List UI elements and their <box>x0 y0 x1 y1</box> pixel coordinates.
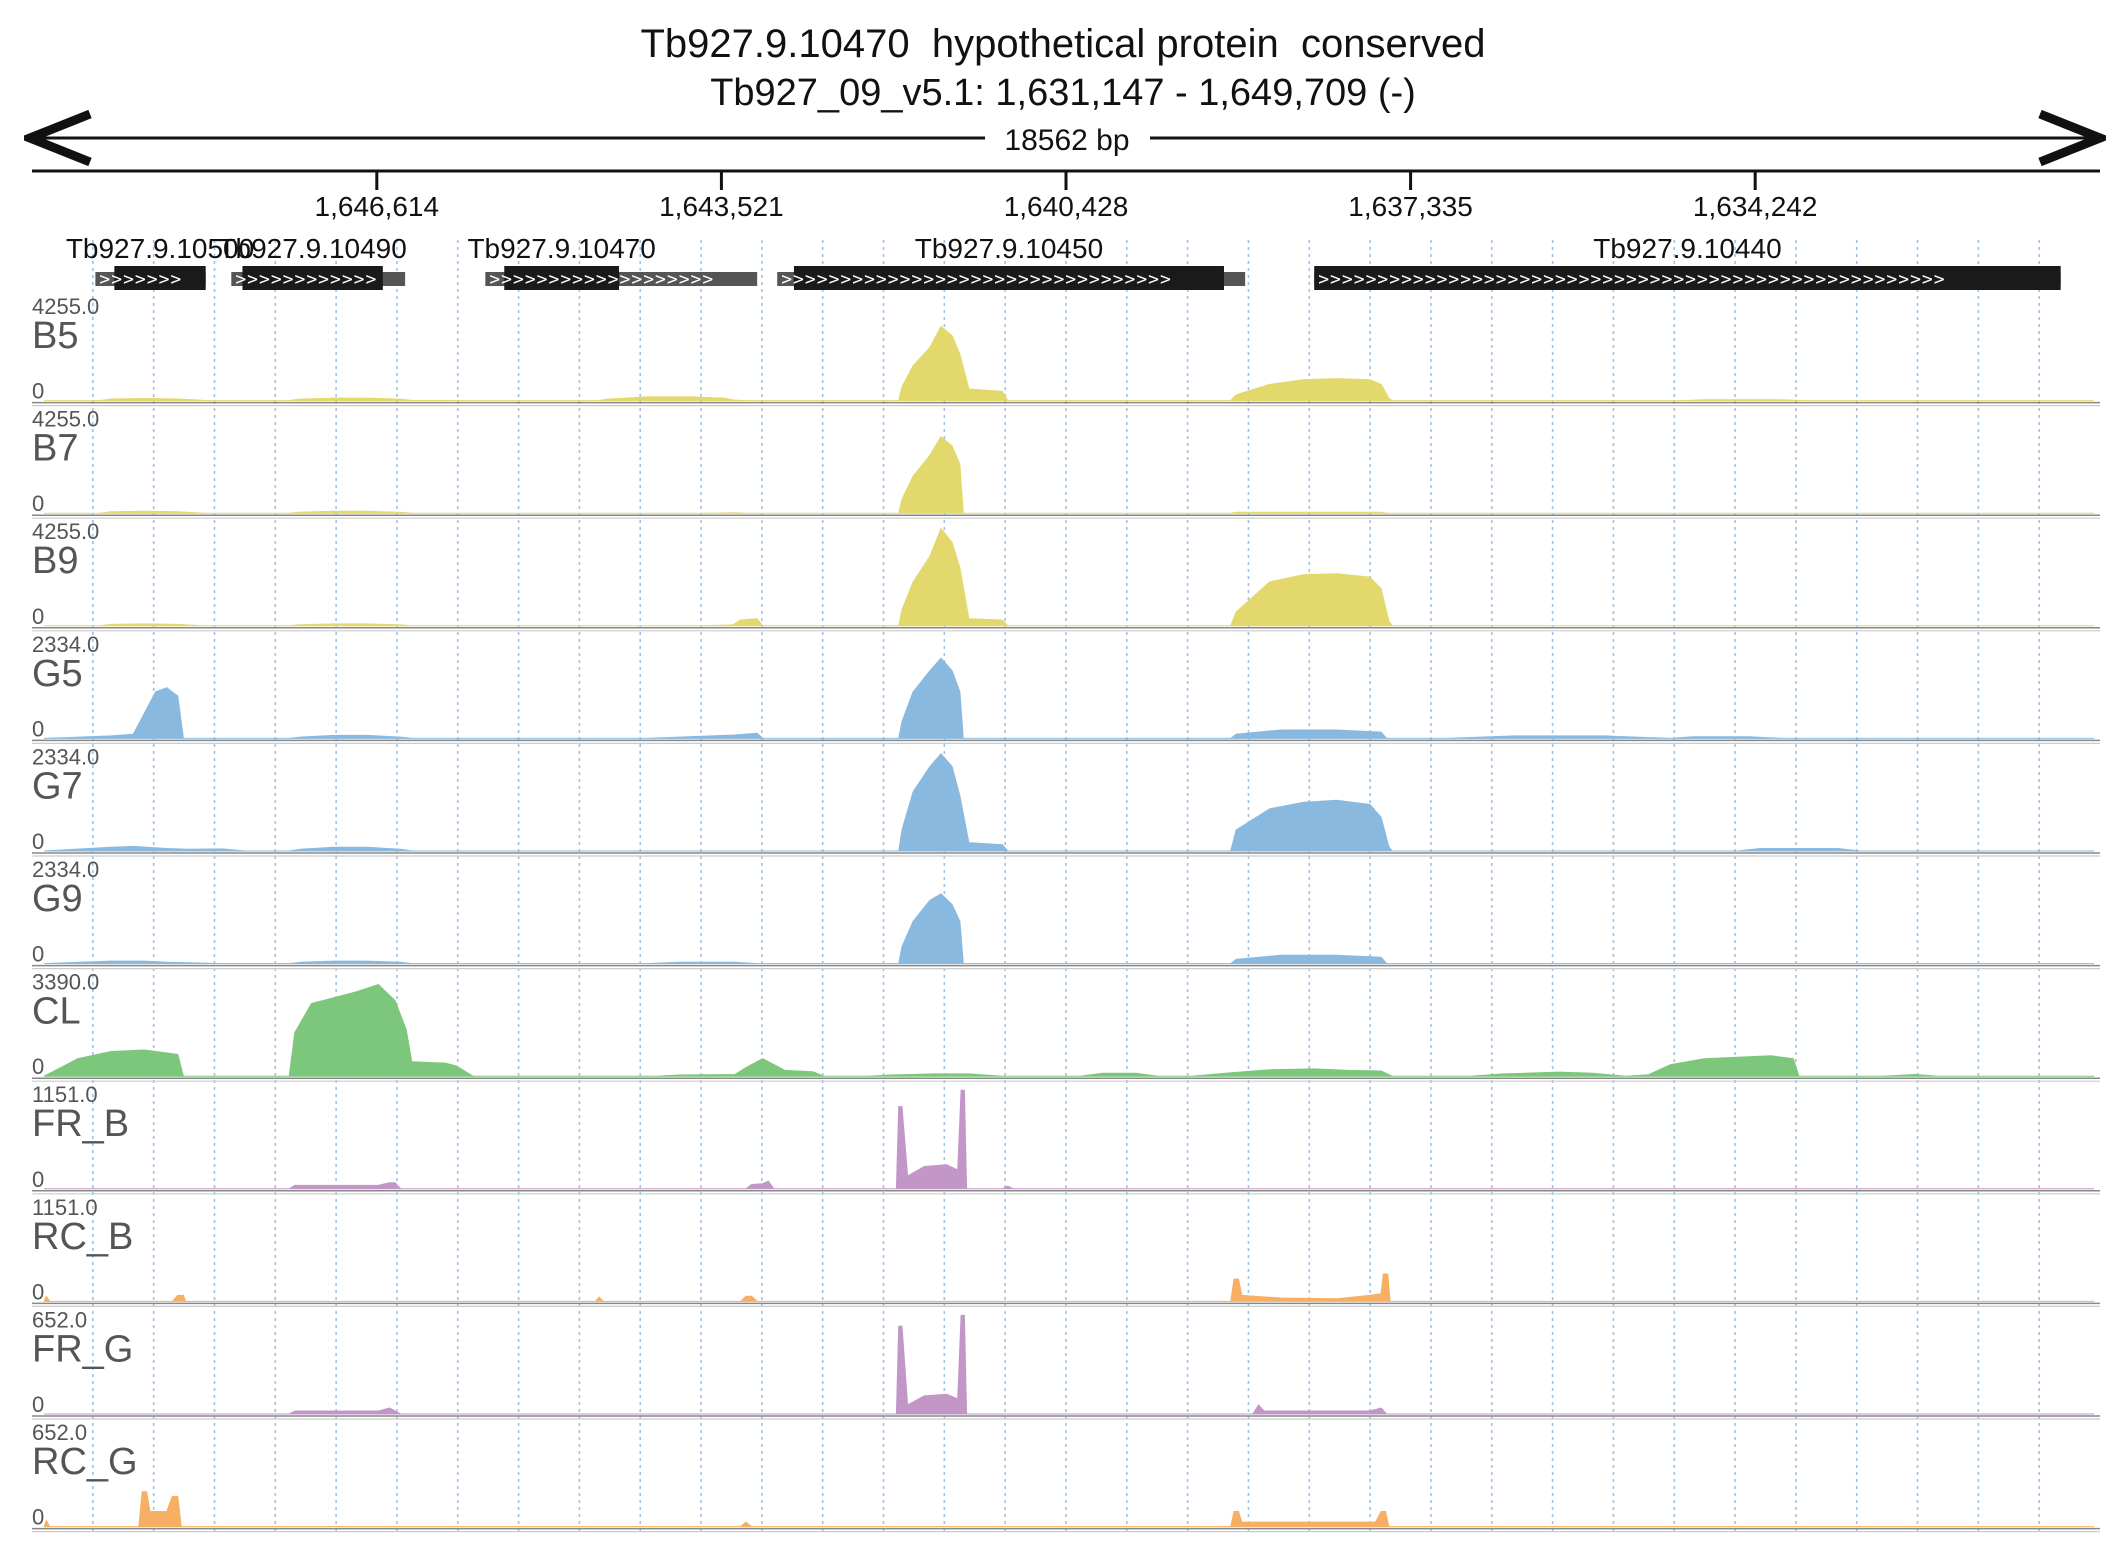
track-zero-label: 0 <box>32 942 44 967</box>
tick-label: 1,637,335 <box>1348 191 1473 222</box>
gene-strand-arrows: >>>>>>>>>>>>>>>>>>>>>>>>>>>>>>>>>>>>>>>>… <box>1318 269 1945 290</box>
track-name-label: G9 <box>32 878 83 920</box>
gene-cds <box>242 266 383 290</box>
track-B5: 4255.0B5 0 <box>32 294 2100 407</box>
coverage-area <box>44 1314 2095 1415</box>
track-FR_G: 652.0FR_G 0 <box>32 1307 2100 1420</box>
span-indicator: 18562 bp <box>30 124 2100 157</box>
track-G5: 2334.0G5 0 <box>32 632 2100 745</box>
track-name-label: G7 <box>32 765 83 807</box>
track-zero-label: 0 <box>32 379 44 404</box>
gene-label: Tb927.9.10450 <box>915 233 1103 264</box>
tick-label: 1,634,242 <box>1693 191 1818 222</box>
gene-Tb927.9.10490: >>>>>>>>>>>> Tb927.9.10490 <box>218 233 407 290</box>
gene-Tb927.9.10440: >>>>>>>>>>>>>>>>>>>>>>>>>>>>>>>>>>>>>>>>… <box>1314 233 2061 290</box>
track-max-label: 4255.0 <box>32 407 99 432</box>
track-name-label: RC_B <box>32 1216 133 1258</box>
coverage-area <box>43 1491 2095 1528</box>
gene-label: Tb927.9.10500 <box>66 233 254 264</box>
gene-track: >>>>>>> Tb927.9.10500 >>>>>>>>>>>> Tb927.9.… <box>66 233 2061 290</box>
coordinate-axis: 1,646,614 1,643,521 1,640,428 1,637,335 1,63… <box>32 169 2100 222</box>
track-max-label: 4255.0 <box>32 294 99 319</box>
track-RC_B: 1151.0RC_B 0 <box>32 1195 2100 1308</box>
track-name-label: FR_G <box>32 1328 133 1370</box>
track-max-label: 2334.0 <box>32 857 99 882</box>
track-max-label: 4255.0 <box>32 519 99 544</box>
track-name-label: G5 <box>32 653 83 695</box>
track-name-label: B9 <box>32 540 78 582</box>
gene-Tb927.9.10450: >>>>>>>>>>>>>>>>>>>>>>>>>>>>>>>>> Tb927.9… <box>777 233 1246 290</box>
coverage-tracks: 4255.0B504255.0B704255.0B902334.0G502334… <box>32 294 2100 1533</box>
gene-label: Tb927.9.10470 <box>467 233 655 264</box>
track-CL: 3390.0CL 0 <box>32 970 2100 1082</box>
track-zero-label: 0 <box>32 1392 44 1417</box>
track-zero-label: 0 <box>32 716 44 741</box>
gene-strand-arrows: >>>>>>> <box>99 269 182 290</box>
track-max-label: 2334.0 <box>32 632 99 657</box>
gene-cds <box>114 266 206 290</box>
gene-strand-arrows: >>>>>>>>>>>> <box>235 269 377 290</box>
track-max-label: 2334.0 <box>32 744 99 769</box>
track-zero-label: 0 <box>32 1054 44 1079</box>
track-RC_G: 652.0RC_G 0 <box>32 1420 2100 1533</box>
track-max-label: 1151.0 <box>32 1195 98 1220</box>
track-zero-label: 0 <box>32 829 44 854</box>
tick-label: 1,643,521 <box>659 191 784 222</box>
coverage-area <box>44 435 2095 514</box>
track-B7: 4255.0B7 0 <box>32 407 2100 519</box>
coverage-area <box>44 893 2095 965</box>
gene-label: Tb927.9.10440 <box>1593 233 1781 264</box>
gene-cds <box>1314 266 2061 290</box>
gene-Tb927.9.10500: >>>>>>> Tb927.9.10500 <box>66 233 254 290</box>
track-name-label: FR_B <box>32 1103 129 1145</box>
track-max-label: 3390.0 <box>32 970 99 995</box>
chart-subtitle: Tb927_09_v5.1: 1,631,147 - 1,649,709 (-) <box>710 72 1416 114</box>
track-zero-label: 0 <box>32 1279 44 1304</box>
coverage-area <box>44 1089 2095 1190</box>
gene-cds <box>793 266 1224 290</box>
gene-label: Tb927.9.10490 <box>218 233 406 264</box>
track-zero-label: 0 <box>32 1505 44 1530</box>
coverage-area <box>43 1273 2095 1302</box>
track-G7: 2334.0G7 0 <box>32 744 2100 857</box>
track-zero-label: 0 <box>32 1167 44 1192</box>
tick-label: 1,640,428 <box>1004 191 1129 222</box>
gene-cds <box>504 266 620 290</box>
coverage-area <box>43 984 2095 1077</box>
tick-label: 1,646,614 <box>315 191 440 222</box>
span-label: 18562 bp <box>1004 124 1129 157</box>
track-name-label: CL <box>32 991 81 1033</box>
track-name-label: B5 <box>32 315 78 357</box>
track-name-label: RC_G <box>32 1441 138 1483</box>
track-max-label: 652.0 <box>32 1420 87 1445</box>
track-zero-label: 0 <box>32 604 44 629</box>
coverage-area <box>44 527 2095 627</box>
gene-Tb927.9.10470: >>>>>>>>>>>>>>>>>>> Tb927.9.10470 <box>467 233 758 290</box>
gridlines <box>92 240 2040 1535</box>
coverage-area <box>44 753 2095 852</box>
track-max-label: 652.0 <box>32 1307 87 1332</box>
gene-strand-arrows: >>>>>>>>>>>>>>>>>>>>>>>>>>>>>>>>> <box>781 269 1172 290</box>
coverage-area <box>44 325 2095 402</box>
track-G9: 2334.0G9 0 <box>32 857 2100 970</box>
chart-title: Tb927.9.10470 hypothetical protein conse… <box>640 22 1486 66</box>
track-FR_B: 1151.0FR_B 0 <box>32 1082 2100 1195</box>
coverage-area <box>44 657 2095 739</box>
track-max-label: 1151.0 <box>32 1082 98 1107</box>
track-B9: 4255.0B9 0 <box>32 519 2100 632</box>
track-name-label: B7 <box>32 428 78 470</box>
gene-strand-arrows: >>>>>>>>>>>>>>>>>>> <box>489 269 714 290</box>
track-zero-label: 0 <box>32 491 44 516</box>
